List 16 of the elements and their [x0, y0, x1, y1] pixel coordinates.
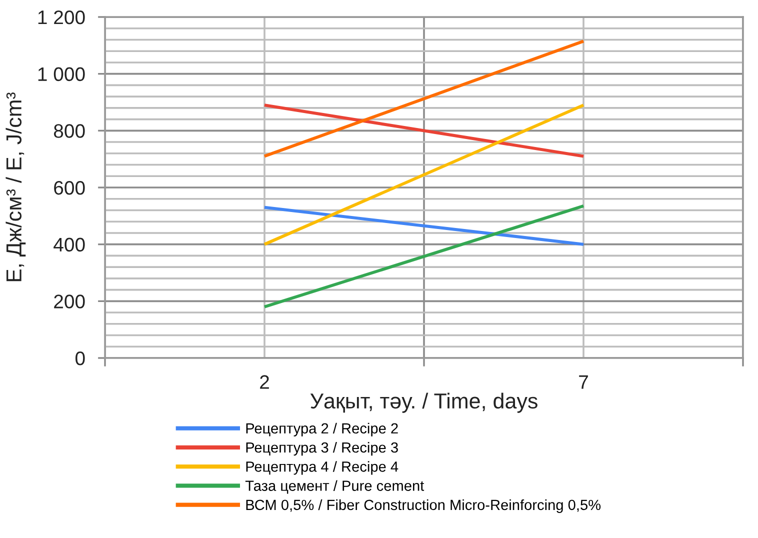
x-tick-label: 7 [579, 375, 588, 389]
legend-label: Рецептура 4 / Recipe 4 [246, 461, 398, 475]
y-tick-label: 1 000 [38, 67, 85, 82]
y-tick-label: 0 [76, 351, 85, 366]
y-axis-title: E, Дж/см³ / E, J/cm³ [6, 92, 26, 282]
y-tick-label: 400 [54, 238, 85, 252]
legend-label: ВСМ 0,5% / Fiber Construction Micro-Reinforcing 0,5% [246, 499, 601, 513]
legend-label: Таза цемент / Pure cement [245, 480, 424, 494]
y-tick-label: 800 [54, 124, 85, 138]
y-tick-label: 1 200 [38, 10, 85, 24]
y-tick-label: 200 [54, 294, 85, 308]
legend-label: Рецептура 3 / Recipe 3 [246, 442, 398, 456]
y-tick-label: 600 [54, 180, 85, 195]
x-tick-label: 2 [260, 375, 269, 389]
x-axis-title: Уақыт, тәу. / Time, days [310, 392, 538, 413]
legend-label: Рецептура 2 / Recipe 2 [246, 422, 398, 436]
